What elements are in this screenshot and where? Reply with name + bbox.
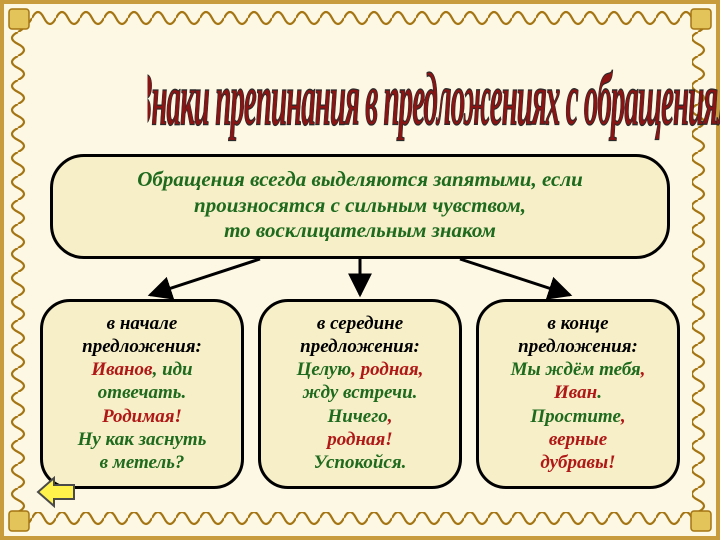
col-head-1: в конце [487,312,669,335]
text-segment: иди [162,359,193,380]
col-line: Успокойся. [269,451,451,474]
col-line: Ничего, [269,405,451,428]
col-line: Ну как заснуть [51,428,233,451]
col-line: жду встречи. [269,381,451,404]
text-segment: Ничего [327,406,387,427]
text-segment: в метель? [100,452,185,473]
text-segment: , [351,359,361,380]
slide-content: Знаки препинания в предложениях с обраще… [10,10,710,530]
text-segment: Успокойся. [314,452,407,473]
col-line: дубравы! [487,451,669,474]
rule-box: Обращения всегда выделяются запятыми, ес… [50,154,670,259]
col-head-1: в начале [51,312,233,335]
rule-line-2: произносятся с сильным чувством, [67,193,653,219]
rule-line-1: Обращения всегда выделяются запятыми, ес… [67,167,653,193]
col-line: в метель? [51,451,233,474]
text-segment: , [388,406,393,427]
text-segment: , [621,406,626,427]
col-head-2: предложения: [487,335,669,358]
text-segment: Иван [554,382,597,403]
text-segment: дубравы! [540,452,615,473]
text-segment: Ну как заснуть [78,429,207,450]
text-segment: жду встречи. [303,382,418,403]
col-line: Простите, [487,405,669,428]
slide-title: Знаки препинания в предложениях с обраще… [147,36,572,155]
col-head-2: предложения: [269,335,451,358]
text-segment: . [597,382,602,403]
col-middle: в серединепредложения:Целую, родная,жду … [258,299,462,489]
text-segment: , [153,359,163,380]
text-segment: Целую [297,359,352,380]
svg-text:Знаки препинания в предложения: Знаки препинания в предложениях с обраще… [147,58,720,141]
col-line: Мы ждём тебя, [487,358,669,381]
col-end: в концепредложения:Мы ждём тебя,Иван.Про… [476,299,680,489]
text-segment: родная [361,359,419,380]
columns: в началепредложения:Иванов, идиотвечать.… [40,299,680,489]
text-segment: родная! [327,429,392,450]
col-head-1: в середине [269,312,451,335]
col-line: Целую, родная, [269,358,451,381]
col-line: верные [487,428,669,451]
text-segment: отвечать. [98,382,186,403]
col-line: родная! [269,428,451,451]
text-segment: Простите [530,406,621,427]
col-line: Родимая! [51,405,233,428]
back-button[interactable] [36,476,76,508]
text-segment: , [641,359,646,380]
rule-line-3: то восклицательным знаком [67,218,653,244]
col-line: отвечать. [51,381,233,404]
col-head-2: предложения: [51,335,233,358]
col-line: Иванов, иди [51,358,233,381]
text-segment: Мы ждём тебя [511,359,641,380]
col-start: в началепредложения:Иванов, идиотвечать.… [40,299,244,489]
col-line: Иван. [487,381,669,404]
text-segment: верные [549,429,607,450]
text-segment: , [419,359,424,380]
text-segment: Иванов [91,359,152,380]
text-segment: Родимая! [102,406,182,427]
arrows [50,259,670,299]
slide-frame: Знаки препинания в предложениях с обраще… [0,0,720,540]
